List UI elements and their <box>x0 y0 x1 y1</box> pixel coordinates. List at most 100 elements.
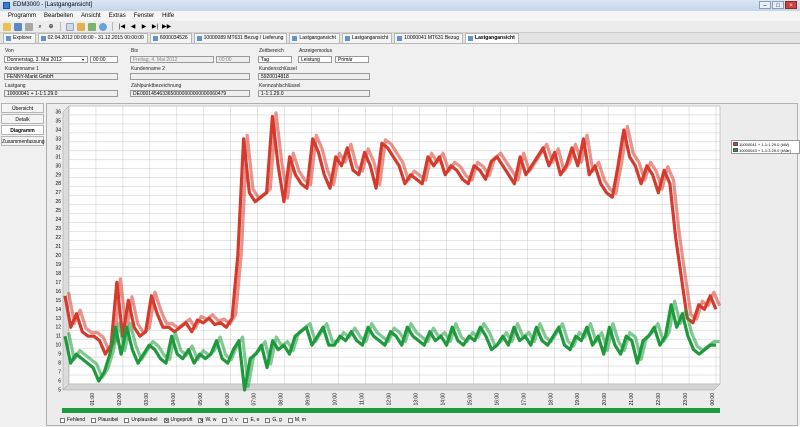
export-icon[interactable] <box>88 22 96 31</box>
y-tick-label: 14 <box>55 307 61 313</box>
close-button[interactable]: × <box>785 1 797 9</box>
y-tick-label: 26 <box>55 199 61 205</box>
filter-unplausibel[interactable]: Unplausibel <box>124 417 158 423</box>
checkbox[interactable] <box>243 417 249 423</box>
menu-extras[interactable]: Extras <box>108 13 126 19</box>
zoom-icon[interactable]: ⊕ <box>48 23 54 30</box>
chevron-down-icon[interactable]: ▾ <box>82 57 85 62</box>
legend-item: 10000041 + 1-1:1.29.0 (kW) <box>732 141 799 147</box>
y-tick-label: 19 <box>55 262 61 268</box>
customer-icon <box>152 35 158 41</box>
x-tick-label: 22:00 <box>656 393 662 406</box>
y-tick-label: 6 <box>58 379 61 385</box>
checkbox[interactable] <box>287 417 293 423</box>
save-icon[interactable] <box>14 22 22 31</box>
globe-icon[interactable] <box>99 22 107 31</box>
print-icon[interactable] <box>25 22 33 31</box>
tab-meter-2[interactable]: 10000041 MT631 Bezug <box>394 32 464 44</box>
first-icon[interactable]: |◀ <box>118 23 126 30</box>
next-icon[interactable]: ▶| <box>151 23 159 30</box>
chart-icon[interactable] <box>77 22 85 31</box>
checkbox[interactable] <box>91 417 97 423</box>
lastgang-field: 10000041 + 1-1:1.29.0 <box>4 90 118 97</box>
series-ribbon-0 <box>67 111 722 353</box>
checkbox[interactable] <box>60 417 65 423</box>
kundenname2-field <box>130 73 250 80</box>
checkbox-label: W, w <box>205 417 217 423</box>
nav-uebersicht[interactable]: Übersicht <box>1 103 44 113</box>
menu-bearbeiten[interactable]: Bearbeiten <box>44 13 74 19</box>
y-tick-label: 17 <box>55 280 61 286</box>
y-tick-label: 30 <box>55 163 61 169</box>
anzeigemodus-label: Anzeigemodus <box>299 48 333 54</box>
nav-detail[interactable]: Detalk <box>1 114 44 124</box>
last-icon[interactable]: ▶▶ <box>162 23 172 30</box>
tab-meter-1[interactable]: 10000089 MT631 Bezug / Lieferung <box>193 32 288 44</box>
legend-label: 10000043 + 1-1:3.29.0 (kVar) <box>739 147 792 153</box>
tab-label: 10000089 MT631 Bezug / Lieferung <box>203 34 284 41</box>
x-tick-label: 23:00 <box>683 393 689 406</box>
filter-fehlend[interactable]: Fehlend <box>60 417 85 423</box>
app-icon <box>3 2 10 9</box>
zeitbereich-select[interactable]: Tag <box>258 56 292 63</box>
tab-label: Lastgangansicht <box>351 34 389 41</box>
anzeigemodus-select[interactable]: Leistung <box>298 56 332 63</box>
filter-e-e[interactable]: E, e <box>243 417 259 423</box>
checkbox[interactable]: ✕ <box>198 417 204 424</box>
minimize-button[interactable]: – <box>759 1 771 9</box>
checkbox-label: Ungeprüft <box>170 417 193 423</box>
von-time-field[interactable]: 00:00 <box>90 56 118 63</box>
y-tick-label: 12 <box>55 325 61 331</box>
filter-v-v[interactable]: V, v <box>222 417 237 423</box>
x-tick-label: 11:00 <box>360 393 366 405</box>
tab-explorer[interactable]: Explorer <box>3 32 36 44</box>
menu-hilfe[interactable]: Hilfe <box>162 13 175 19</box>
search-icon[interactable]: ⌕ <box>38 23 42 30</box>
filter-w-w[interactable]: ✕ W, w <box>198 417 216 423</box>
checkbox[interactable] <box>124 417 130 423</box>
document-tabs: Explorer 02.04.2012 00:00:00 - 31.12.201… <box>0 32 800 44</box>
y-tick-label: 7 <box>58 370 61 376</box>
maximize-button[interactable]: □ <box>772 1 784 9</box>
x-tick-label: 17:00 <box>521 393 527 406</box>
filter-ungeprüft[interactable]: ✕ Ungeprüft <box>163 417 193 424</box>
filter-g-g[interactable]: G, g <box>265 417 282 423</box>
tab-load-view-active[interactable]: Lastgangansicht <box>465 32 519 44</box>
y-tick-label: 11 <box>56 334 61 340</box>
x-axis-ticks: 01:00 02:00 03:00 04:00 05:00 06:00 07:00 08:00… <box>90 393 716 406</box>
y-axis-ticks: 5 6 7 8 9 10 11 12 13 14 15 16 17 18 19 20 21 22 23 24 25 26 2… <box>55 110 61 394</box>
checkbox-label: Plausibel <box>98 417 119 423</box>
bis-date-field[interactable]: Freitag, 4. Mai 2012 <box>130 56 214 63</box>
bis-time-field[interactable]: 00:00 <box>216 56 250 63</box>
checkbox[interactable]: ✕ <box>163 417 169 424</box>
legend-swatch <box>733 142 738 146</box>
filter-m-m[interactable]: M, m <box>287 417 306 423</box>
filter-plausibel[interactable]: Plausibel <box>91 417 118 423</box>
x-tick-label: 07:00 <box>252 393 258 406</box>
play-icon[interactable]: ▶ <box>141 23 147 30</box>
anzeigemodus-select-2[interactable]: Primär <box>335 56 369 63</box>
legend-label: 10000041 + 1-1:1.29.0 (kW) <box>739 141 789 147</box>
menu-ansicht[interactable]: Ansicht <box>81 13 101 19</box>
nav-zusammenfassung[interactable]: Zusammenfassung <box>1 136 45 146</box>
tab-date-range[interactable]: 02.04.2012 00:00:00 - 31.12.2015 00:00:0… <box>37 32 148 44</box>
folder-icon <box>6 35 11 41</box>
checkbox[interactable] <box>265 417 271 423</box>
table-icon[interactable] <box>66 22 74 31</box>
menu-fenster[interactable]: Fenster <box>133 13 155 19</box>
y-tick-label: 23 <box>55 226 61 232</box>
y-tick-label: 34 <box>55 127 61 133</box>
von-date-field[interactable]: Donnerstag, 3. Mai 2012 <box>4 56 88 63</box>
nav-diagramm[interactable]: Diagramm <box>1 125 44 135</box>
chart-icon <box>468 35 474 41</box>
tab-load-view-2[interactable]: Lastgangansicht <box>341 32 393 44</box>
prev-icon[interactable]: ◀ <box>130 23 136 30</box>
menu-programm[interactable]: Programm <box>8 13 37 19</box>
tab-load-view-1[interactable]: Lastgangansicht <box>289 32 340 44</box>
kennzahl-field: 1-1:1.29.0 <box>258 90 370 97</box>
chart-legend: 10000041 + 1-1:1.29.0 (kW) 10000043 + 1-… <box>731 140 800 154</box>
tab-customer[interactable]: 6000034526 <box>149 32 192 44</box>
y-tick-label: 9 <box>58 352 61 358</box>
checkbox[interactable] <box>222 417 228 423</box>
open-icon[interactable] <box>3 22 11 31</box>
